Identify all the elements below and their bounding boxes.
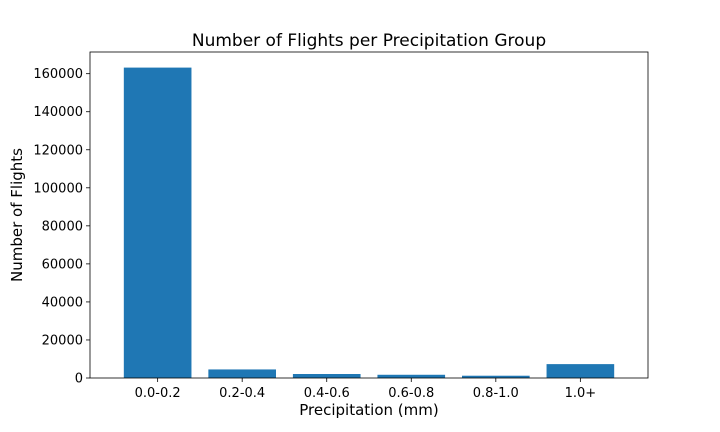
y-tick-label: 160000: [33, 67, 83, 82]
y-tick-label: 0: [75, 372, 83, 387]
x-tick-label: 0.2-0.4: [219, 386, 265, 401]
x-tick-label: 0.4-0.6: [304, 386, 350, 401]
y-tick-label: 100000: [33, 181, 83, 196]
bar: [123, 67, 192, 378]
y-axis-label: Number of Flights: [8, 148, 26, 282]
chart-title: Number of Flights per Precipitation Grou…: [192, 31, 546, 51]
x-tick-label: 0.8-1.0: [473, 386, 519, 401]
plot-area: 0 20000 40000 60000 80000 100000 120000 140000 1…: [33, 51, 649, 401]
bar: [377, 374, 446, 378]
x-tick-label: 1.0+: [565, 386, 597, 401]
x-tick-label: 0.6-0.8: [388, 386, 434, 401]
x-tick-label: 0.0-0.2: [135, 386, 181, 401]
x-axis-label: Precipitation (mm): [299, 401, 438, 419]
bar: [546, 364, 615, 378]
plot-frame: [89, 51, 649, 379]
y-tick-label: 60000: [42, 257, 83, 272]
y-tick-label: 80000: [42, 219, 83, 234]
bar: [208, 369, 276, 378]
bar: [462, 375, 530, 378]
bar: [292, 374, 361, 378]
y-tick-label: 140000: [33, 105, 83, 120]
y-tick-label: 20000: [42, 333, 83, 348]
y-tick-label: 40000: [42, 295, 83, 310]
y-tick-label: 120000: [33, 143, 83, 158]
